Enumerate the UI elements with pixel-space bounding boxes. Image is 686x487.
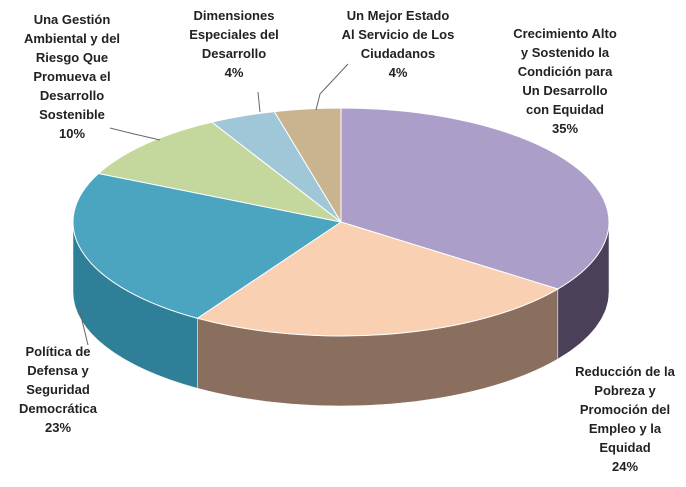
slice-value-label: 10% (59, 126, 85, 141)
slice-label-line: Empleo y la (589, 421, 662, 436)
slice-label-line: Desarrollo (202, 46, 266, 61)
pie-slice (340, 107, 610, 290)
pie-slice (72, 172, 343, 319)
slice-value-label: 23% (45, 420, 71, 435)
slice-value-label: 24% (612, 459, 638, 474)
slice-label-line: Crecimiento Alto (513, 26, 617, 41)
slice-label-line: Sostenible (39, 107, 105, 122)
pie-tops (72, 107, 610, 337)
pie-slice (97, 121, 342, 223)
slice-label: Un Mejor Estado Al Servicio de Los Ciudada… (342, 8, 455, 61)
labels: Crecimiento Alto y Sostenido la Condición … (19, 8, 676, 474)
slice-label-line: Democrática (19, 401, 98, 416)
slice-label-line: Una Gestión (34, 12, 111, 27)
slice-label-line: con Equidad (526, 102, 604, 117)
slice-label-line: Condición para (518, 64, 613, 79)
slice-label: Crecimiento Alto y Sostenido la Condición … (513, 26, 617, 117)
slice-value-label: 4% (389, 65, 408, 80)
slice-label-line: y Sostenido la (521, 45, 610, 60)
slice-label-line: Equidad (599, 440, 650, 455)
slice-label-line: Riesgo Que (36, 50, 108, 65)
leader-line (79, 311, 89, 346)
leader-lines (79, 63, 349, 346)
slice-label-line: Defensa y (27, 363, 89, 378)
slice-label-line: Un Mejor Estado (347, 8, 450, 23)
pie-slice (196, 221, 560, 337)
slice-label-line: Dimensiones (194, 8, 275, 23)
slice-label-line: Seguridad (26, 382, 90, 397)
slice-label-line: Ciudadanos (361, 46, 435, 61)
slice-label-line: Pobreza y (594, 383, 656, 398)
slice-label-line: Promoción del (580, 402, 670, 417)
slice-label-line: Política de (25, 344, 90, 359)
slice-label-line: Especiales del (189, 27, 279, 42)
pie-slice (273, 107, 342, 224)
slice-label-line: Reducción de la (575, 364, 675, 379)
slice-label-line: Promueva el (33, 69, 110, 84)
slice-label: Una Gestión Ambiental y del Riesgo Que Prom… (24, 12, 120, 122)
slice-label-line: Ambiental y del (24, 31, 120, 46)
pie-sides (72, 221, 610, 407)
slice-label: Dimensiones Especiales del Desarrollo (189, 8, 279, 61)
leader-line (257, 91, 261, 113)
slice-label-line: Al Servicio de Los (342, 27, 455, 42)
leader-line (109, 127, 161, 141)
slice-label: Reducción de la Pobreza y Promoción del Emp… (575, 364, 675, 455)
slice-label: Política de Defensa y Seguridad Democrática (19, 344, 98, 416)
slice-value-label: 4% (225, 65, 244, 80)
slice-value-label: 35% (552, 121, 578, 136)
slice-label-line: Un Desarrollo (522, 83, 607, 98)
slice-label-line: Desarrollo (40, 88, 104, 103)
leader-line (315, 63, 349, 111)
